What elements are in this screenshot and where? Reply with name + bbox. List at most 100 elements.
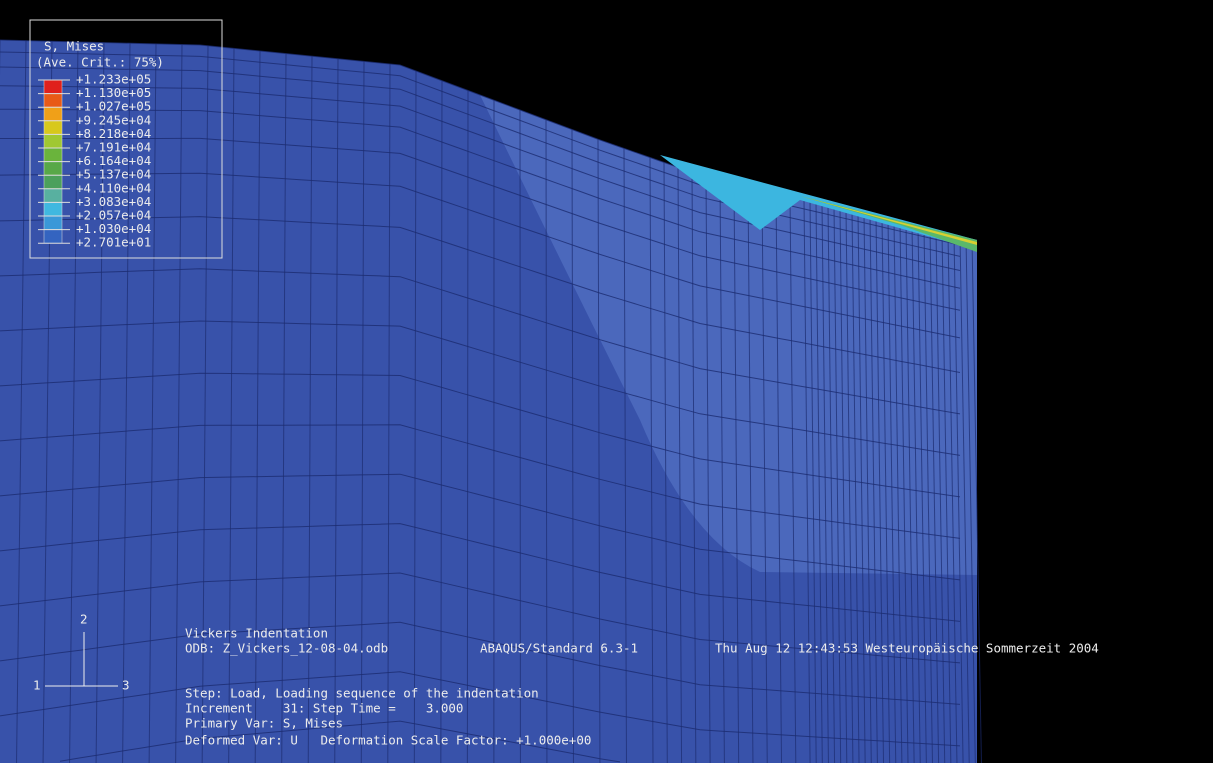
mesh-line [0, 268, 961, 415]
mesh-line [971, 238, 982, 763]
mesh-line [821, 203, 829, 763]
legend-label: +4.110e+04 [76, 180, 151, 195]
mesh-line [719, 179, 725, 763]
mesh-line [929, 228, 940, 763]
mesh-line [466, 90, 469, 763]
mesh-line [905, 223, 915, 763]
mesh-line [0, 51, 961, 246]
mesh-line [69, 41, 79, 763]
mesh-line [803, 199, 811, 763]
mesh-line [0, 621, 961, 705]
info-text: Primary Var: S, Mises [185, 716, 343, 731]
mesh-line [387, 63, 391, 763]
mesh-line [0, 473, 961, 581]
legend-swatch [43, 188, 63, 203]
legend-label: +9.245e+04 [76, 112, 151, 127]
mesh-line [175, 44, 183, 763]
mesh-line [59, 720, 621, 763]
legend-swatch [43, 215, 63, 230]
mesh-line [839, 207, 848, 763]
mesh-line [691, 172, 697, 763]
mesh-line [947, 233, 958, 763]
mesh-line [893, 220, 903, 763]
legend-swatch [43, 79, 63, 94]
legend-subtitle: (Ave. Crit.: 75%) [36, 55, 164, 70]
mesh-line [0, 172, 961, 339]
mesh-line [775, 192, 783, 763]
legend-label: +3.083e+04 [76, 194, 151, 209]
mesh-line [545, 119, 548, 763]
legend-label: +1.130e+05 [76, 85, 151, 100]
info-text: Increment 31: Step Time = 3.000 [185, 701, 463, 716]
mesh-line [733, 182, 740, 763]
mesh-line [917, 226, 927, 763]
legend-swatch [43, 202, 63, 217]
mesh-line [663, 162, 668, 763]
mesh-line [911, 224, 921, 763]
mesh-line [0, 85, 961, 271]
mesh-line [649, 157, 654, 763]
mesh-line [935, 230, 946, 763]
mesh-line [597, 139, 601, 763]
mesh-line [0, 108, 961, 289]
mesh-line [360, 61, 365, 763]
mesh-line [122, 43, 131, 763]
mesh-line [863, 213, 872, 763]
stress-zone [660, 155, 977, 250]
legend: +1.233e+05+1.130e+05+1.027e+05+9.245e+04… [38, 72, 151, 250]
mesh-line [851, 210, 860, 763]
legend-title: S, Mises [44, 39, 104, 54]
mesh-line [0, 424, 961, 539]
mesh-line [228, 48, 235, 763]
mesh-line [0, 572, 961, 664]
info-text: Deformed Var: U Deformation Scale Factor… [185, 733, 591, 748]
mesh-line [677, 167, 683, 763]
mesh-line [857, 212, 866, 763]
legend-label: +8.218e+04 [76, 126, 151, 141]
mesh-line [0, 320, 961, 456]
legend-label: +1.027e+05 [76, 99, 151, 114]
mesh-line [705, 176, 711, 763]
legend-swatch [43, 93, 63, 108]
mesh-line [887, 219, 897, 763]
mesh-line [923, 227, 933, 763]
mesh-line [965, 237, 976, 763]
mesh-line [881, 217, 891, 763]
legend-box [29, 19, 223, 259]
mesh-line [827, 205, 836, 763]
mesh-line [334, 58, 339, 763]
mesh-line [440, 80, 443, 763]
triad-label: 1 [33, 678, 41, 693]
mesh-lines [0, 39, 982, 763]
mesh-line [815, 202, 823, 763]
mesh-line [789, 196, 797, 763]
mesh-line [761, 189, 768, 763]
legend-swatch [43, 174, 63, 190]
legend-swatch [43, 134, 63, 149]
mesh-line [941, 231, 952, 763]
mesh-line [307, 56, 313, 763]
mesh-line [0, 372, 961, 498]
legend-swatch [43, 106, 63, 122]
stress-peak-core [800, 196, 977, 245]
legend-label: +1.233e+05 [76, 72, 151, 87]
legend-swatch [43, 120, 63, 135]
mesh-line [254, 50, 261, 763]
legend-label: +2.701e+01 [76, 235, 151, 250]
mesh-line [623, 148, 627, 763]
mesh-line [571, 129, 574, 763]
mesh-line [833, 206, 842, 763]
legend-label: +1.030e+04 [76, 221, 151, 236]
mesh-line [0, 216, 961, 373]
info-text: ABAQUS/Standard 6.3-1 [480, 641, 638, 656]
mesh-line [0, 137, 961, 311]
legend-label: +2.057e+04 [76, 208, 151, 223]
info-text: Thu Aug 12 12:43:53 Westeuropäische Somm… [715, 641, 1099, 656]
plastic-zone [480, 95, 977, 575]
legend-swatch [43, 161, 63, 176]
triad-label: 2 [80, 612, 88, 627]
mesh-line [413, 70, 417, 763]
mesh-line [809, 200, 817, 763]
mesh-line [148, 43, 157, 763]
legend-label: +5.137e+04 [76, 167, 151, 182]
